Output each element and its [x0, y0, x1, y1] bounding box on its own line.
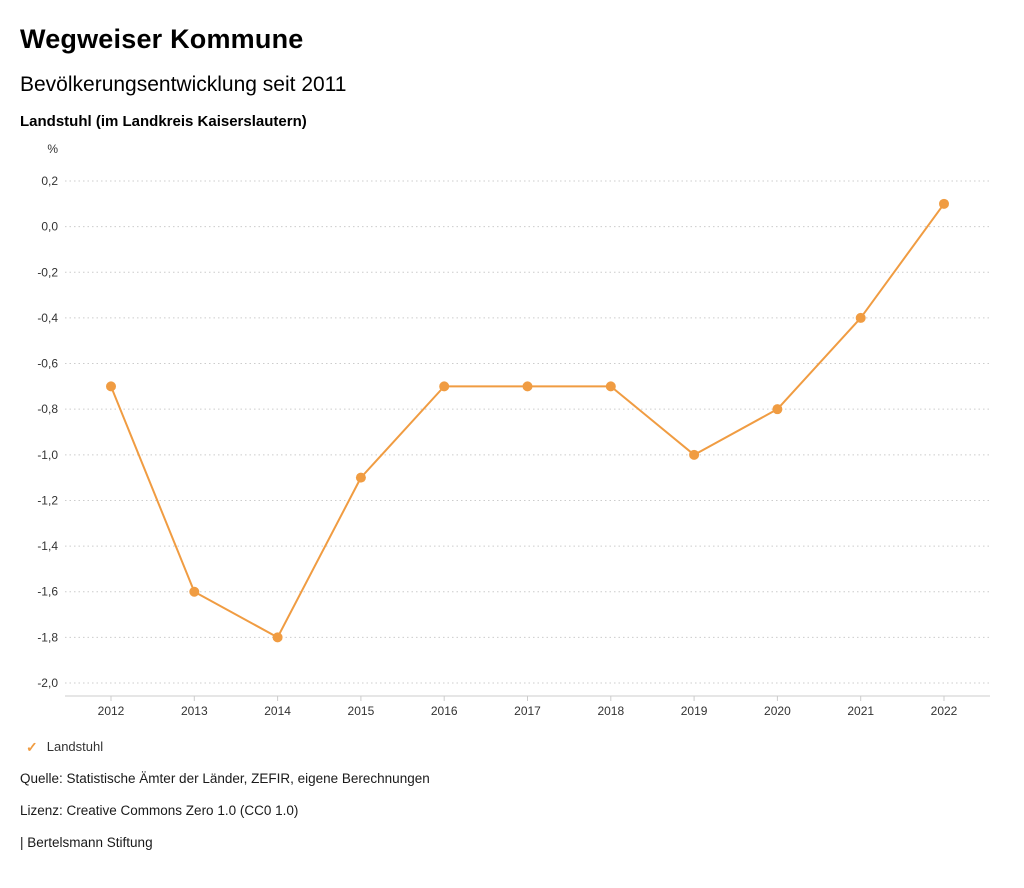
y-tick-label: -0,8	[37, 402, 58, 416]
chart-location: Landstuhl (im Landkreis Kaiserslautern)	[20, 113, 307, 130]
y-tick-label: -1,0	[37, 448, 58, 462]
data-point-2017[interactable]	[522, 381, 533, 392]
page-title: Wegweiser Kommune	[20, 24, 304, 54]
y-tick-label: 0,2	[41, 174, 58, 188]
x-tick-label-2013: 2013	[181, 704, 208, 718]
data-point-2013[interactable]	[189, 586, 200, 597]
series-line-landstuhl	[110, 202, 945, 639]
y-tick-label: -0,4	[37, 311, 58, 325]
y-tick-label: -1,4	[37, 539, 58, 553]
legend-label: Landstuhl	[46, 739, 104, 754]
y-axis-unit-label: %	[47, 142, 58, 156]
x-tick-label-2015: 2015	[348, 704, 375, 718]
data-point-2018[interactable]	[605, 381, 616, 392]
data-point-2022[interactable]	[939, 198, 949, 209]
data-point-2021[interactable]	[855, 312, 866, 323]
attribution-text: | Bertelsmann Stiftung	[20, 835, 153, 850]
x-tick-label-2018: 2018	[597, 704, 624, 718]
y-tick-label: -1,8	[37, 630, 58, 644]
x-tick-label-2020: 2020	[764, 704, 791, 718]
y-tick-label: -0,6	[37, 357, 58, 371]
x-tick-label-2014: 2014	[264, 704, 291, 718]
x-tick-label-2012: 2012	[98, 704, 125, 718]
data-point-2015[interactable]	[355, 472, 366, 483]
x-tick-label-2021: 2021	[847, 704, 874, 718]
data-point-2020[interactable]	[772, 404, 783, 415]
data-point-2014[interactable]	[272, 632, 283, 643]
data-point-2012[interactable]	[106, 381, 116, 392]
x-tick-label-2016: 2016	[431, 704, 458, 718]
x-tick-label-2022: 2022	[931, 704, 958, 718]
y-tick-label: -2,0	[37, 676, 58, 690]
population-line-chart: % 0,2 0,0 -0,2 -0,4 -0,6 -0,8 -1,0 -1,2 -1,4 -1,6 -…	[20, 136, 1004, 733]
x-tick-label-2017: 2017	[514, 704, 541, 718]
y-tick-label: 0,0	[41, 220, 58, 234]
data-point-2019[interactable]	[689, 449, 700, 460]
y-tick-label: -0,2	[37, 265, 58, 279]
data-point-2016[interactable]	[439, 381, 450, 392]
y-tick-label: -1,6	[37, 585, 58, 599]
license-text: Lizenz: Creative Commons Zero 1.0 (CC0 1…	[20, 803, 299, 818]
chart-subtitle: Bevölkerungsentwicklung seit 2011	[20, 73, 347, 96]
source-text: Quelle: Statistische Ämter der Länder, Z…	[20, 771, 430, 786]
chart-legend-item-landstuhl[interactable]: ✓ Landstuhl	[26, 739, 1004, 754]
y-tick-label: -1,2	[37, 493, 58, 507]
x-tick-label-2019: 2019	[681, 704, 708, 718]
legend-check-icon: ✓	[26, 738, 38, 755]
line-chart-svg: % 0,2 0,0 -0,2 -0,4 -0,6 -0,8 -1,0 -1,2 -1,4 -1,6 -…	[37, 142, 990, 718]
